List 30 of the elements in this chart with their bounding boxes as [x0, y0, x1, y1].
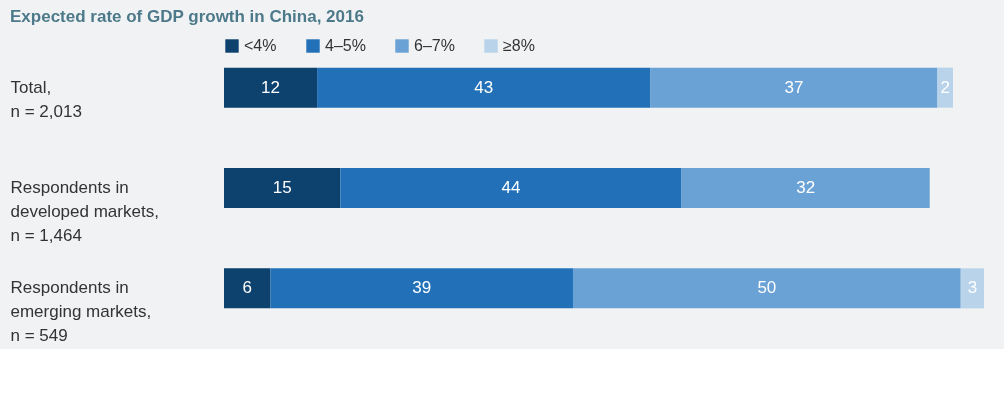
bar	[224, 67, 318, 108]
legend-label: 6–7%	[414, 37, 455, 54]
bar	[317, 67, 651, 108]
bar	[650, 67, 938, 108]
data-label: 2	[940, 77, 950, 97]
legend-label: <4%	[244, 37, 277, 54]
data-label: 43	[474, 77, 494, 97]
y-tick-label: Respondents in developed markets, n = 1,464	[10, 178, 159, 245]
bar	[224, 168, 341, 208]
bar	[937, 67, 953, 108]
y-tick-label: Total, n = 2,013	[10, 77, 82, 121]
data-label: 12	[261, 77, 280, 97]
data-label: 39	[412, 278, 432, 298]
legend-label: ≥8%	[503, 37, 535, 54]
data-label: 37	[784, 77, 804, 97]
data-label: 44	[501, 178, 521, 197]
bar	[270, 268, 573, 309]
chart-title: Expected rate of GDP growth in China, 2016	[10, 7, 364, 26]
bar	[960, 268, 984, 309]
data-label: 15	[272, 178, 292, 197]
data-label: 6	[242, 278, 252, 298]
y-tick-label: Respondents in emerging markets, n = 549	[10, 278, 152, 346]
bar	[224, 268, 271, 309]
data-label: 3	[967, 278, 978, 298]
bar	[681, 168, 930, 208]
bar	[340, 168, 682, 208]
legend-label: 4–5%	[325, 37, 366, 54]
bar	[572, 268, 961, 309]
data-label: 32	[796, 178, 816, 197]
data-label: 50	[757, 278, 777, 298]
